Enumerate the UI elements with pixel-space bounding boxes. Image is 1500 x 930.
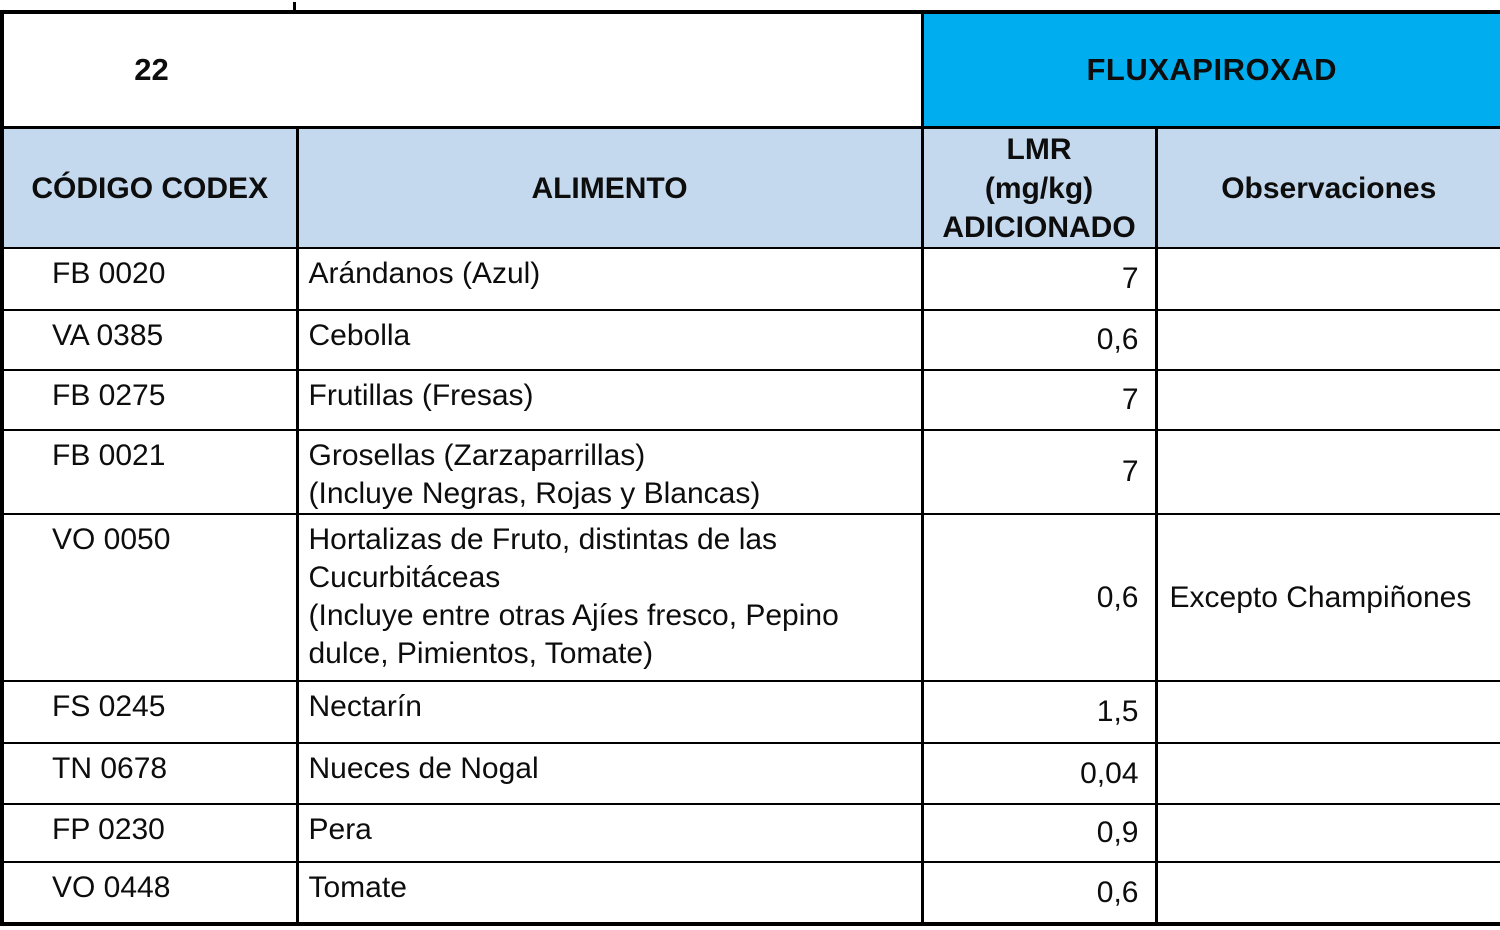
alimento-line: Hortalizas de Fruto, distintas de las <box>308 523 778 556</box>
alimento-cell: Arándanos (Azul) <box>295 247 924 311</box>
compound-title: FLUXAPIROXAD <box>1086 52 1338 87</box>
table-row: VO 0448 Tomate 0,6 <box>0 861 1500 925</box>
compound-title-cell: FLUXAPIROXAD <box>920 11 1500 129</box>
column-header-observaciones: Observaciones <box>1154 126 1500 249</box>
alimento-cell: Nectarín <box>295 680 924 744</box>
alimento-cell: Frutillas (Fresas) <box>295 369 924 431</box>
table-row: VO 0050 Hortalizas de Fruto, distintas de… <box>0 513 1500 682</box>
lmr-value-cell: 7 <box>920 247 1158 311</box>
alimento-line: Tomate <box>308 871 407 904</box>
table-row: FB 0275 Frutillas (Fresas) 7 <box>0 369 1500 431</box>
lmr-value-cell: 1,5 <box>920 680 1158 744</box>
alimento-line: Grosellas (Zarzaparrillas) <box>308 439 646 472</box>
lmr-value-cell: 7 <box>920 369 1158 431</box>
table-row: FP 0230 Pera 0,9 <box>0 803 1500 863</box>
codex-code-cell: FS 0245 <box>0 680 299 744</box>
lmr-value-cell: 0,04 <box>920 742 1158 805</box>
page-number: 22 <box>134 52 169 87</box>
table-row: FB 0021 Grosellas (Zarzaparrillas) (Incluy… <box>0 429 1500 515</box>
codex-code-cell: VO 0050 <box>0 513 299 682</box>
lmr-value-cell: 7 <box>920 429 1158 515</box>
alimento-line: Frutillas (Fresas) <box>308 379 534 412</box>
lmr-table: 22 FLUXAPIROXAD CÓDIGO CODEX ALIMENTO LM… <box>0 10 1500 926</box>
lmr-header-line: LMR <box>1006 132 1072 166</box>
alimento-cell: Cebolla <box>295 309 924 371</box>
table-row: FS 0245 Nectarín 1,5 <box>0 680 1500 744</box>
column-header-row: CÓDIGO CODEX ALIMENTO LMR (mg/kg) ADICIO… <box>0 126 1500 249</box>
codex-code-cell: TN 0678 <box>0 742 299 805</box>
observacion-cell <box>1154 309 1500 371</box>
observacion-cell <box>1154 369 1500 431</box>
lmr-header-line: ADICIONADO <box>942 210 1136 244</box>
observacion-cell <box>1154 861 1500 925</box>
alimento-line: Arándanos (Azul) <box>308 257 541 290</box>
page-number-cell: 22 <box>0 11 924 129</box>
alimento-line: Nueces de Nogal <box>308 752 539 785</box>
alimento-line: dulce, Pimientos, Tomate) <box>308 637 654 670</box>
codex-code-cell: FP 0230 <box>0 803 299 863</box>
alimento-cell: Nueces de Nogal <box>295 742 924 805</box>
title-row: 22 FLUXAPIROXAD <box>0 11 1500 129</box>
alimento-line: (Incluye Negras, Rojas y Blancas) <box>308 477 761 510</box>
lmr-value-cell: 0,9 <box>920 803 1158 863</box>
table-body: FB 0020 Arándanos (Azul) 7 VA 0385 Cebolla 0,… <box>0 247 1500 925</box>
observacion-cell <box>1154 742 1500 805</box>
alimento-cell: Hortalizas de Fruto, distintas de las Cuc… <box>295 513 924 682</box>
lmr-value-cell: 0,6 <box>920 861 1158 925</box>
codex-code-cell: VA 0385 <box>0 309 299 371</box>
alimento-line: Pera <box>308 813 372 846</box>
lmr-value-cell: 0,6 <box>920 513 1158 682</box>
table-row: TN 0678 Nueces de Nogal 0,04 <box>0 742 1500 805</box>
codex-code-cell: FB 0021 <box>0 429 299 515</box>
page-number-box: 22 <box>5 52 299 88</box>
column-header-lmr: LMR (mg/kg) ADICIONADO <box>920 126 1158 249</box>
alimento-line: Nectarín <box>308 690 422 723</box>
alimento-line: Cebolla <box>308 319 411 352</box>
column-header-alimento: ALIMENTO <box>295 126 924 249</box>
table-row: FB 0020 Arándanos (Azul) 7 <box>0 247 1500 311</box>
alimento-line: Cucurbitáceas <box>308 561 501 594</box>
alimento-line: (Incluye entre otras Ajíes fresco, Pepin… <box>308 599 839 632</box>
observacion-cell <box>1154 429 1500 515</box>
column-header-codigo-codex: CÓDIGO CODEX <box>0 126 299 249</box>
observacion-cell <box>1154 247 1500 311</box>
codex-code-cell: FB 0020 <box>0 247 299 311</box>
lmr-value-cell: 0,6 <box>920 309 1158 371</box>
alimento-cell: Grosellas (Zarzaparrillas) (Incluye Negra… <box>295 429 924 515</box>
table-row: VA 0385 Cebolla 0,6 <box>0 309 1500 371</box>
codex-code-cell: FB 0275 <box>0 369 299 431</box>
observacion-cell <box>1154 680 1500 744</box>
observacion-cell: Excepto Champiñones <box>1154 513 1500 682</box>
alimento-cell: Tomate <box>295 861 924 925</box>
alimento-cell: Pera <box>295 803 924 863</box>
border-notch <box>293 2 296 12</box>
lmr-header-line: (mg/kg) <box>984 171 1094 205</box>
observacion-cell <box>1154 803 1500 863</box>
codex-code-cell: VO 0448 <box>0 861 299 925</box>
